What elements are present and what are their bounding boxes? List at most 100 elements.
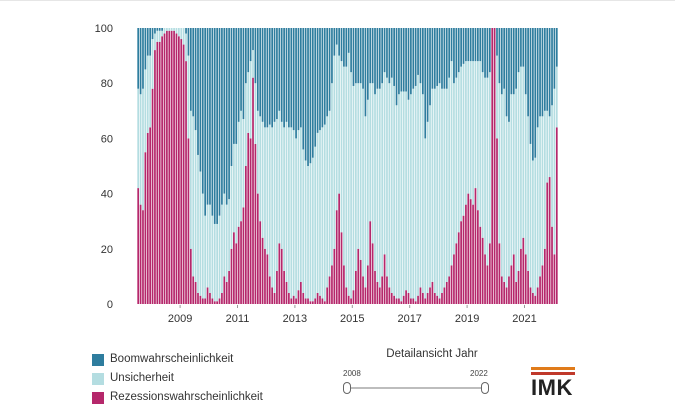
bar-uncertainty-2011-10[interactable] <box>244 83 247 166</box>
bar-uncertainty-2008-4[interactable] <box>144 69 147 153</box>
bar-uncertainty-2010-11[interactable] <box>218 215 221 299</box>
bar-uncertainty-2018-10[interactable] <box>445 88 448 282</box>
bar-recession-2014-10[interactable] <box>331 265 333 304</box>
year-range-slider-track[interactable] <box>348 387 484 389</box>
bar-recession-2019-3[interactable] <box>457 232 460 304</box>
bar-boom-2016-3[interactable] <box>371 28 374 84</box>
bar-recession-2010-2[interactable] <box>197 292 199 304</box>
bar-recession-2008-1[interactable] <box>137 188 140 304</box>
bar-uncertainty-2022-8[interactable] <box>555 66 558 128</box>
bar-uncertainty-2018-7[interactable] <box>438 83 441 299</box>
bar-recession-2018-9[interactable] <box>443 287 446 304</box>
bar-recession-2018-3[interactable] <box>429 287 431 304</box>
bar-recession-2010-4[interactable] <box>201 298 204 304</box>
bar-boom-2013-7[interactable] <box>295 28 297 139</box>
bar-boom-2020-7[interactable] <box>496 28 498 56</box>
bar-recession-2010-10[interactable] <box>216 301 218 304</box>
bar-uncertainty-2022-7[interactable] <box>553 88 556 255</box>
bar-boom-2020-8[interactable] <box>498 28 501 84</box>
bar-recession-2008-8[interactable] <box>154 50 156 304</box>
bar-uncertainty-2021-2[interactable] <box>512 94 515 255</box>
bar-uncertainty-2013-9[interactable] <box>299 127 302 282</box>
bar-boom-2016-10[interactable] <box>388 28 391 84</box>
bar-boom-2013-6[interactable] <box>292 28 295 131</box>
bar-recession-2022-5[interactable] <box>548 177 551 304</box>
bar-uncertainty-2009-2[interactable] <box>168 28 171 31</box>
bar-uncertainty-2019-1[interactable] <box>453 83 455 255</box>
bar-boom-2012-3[interactable] <box>256 28 259 111</box>
bar-recession-2015-8[interactable] <box>355 270 357 304</box>
bar-boom-2020-3[interactable] <box>486 28 489 78</box>
bar-boom-2012-7[interactable] <box>266 28 269 128</box>
bar-boom-2015-1[interactable] <box>338 28 340 56</box>
bar-recession-2015-12[interactable] <box>364 287 367 304</box>
bar-uncertainty-2008-11[interactable] <box>161 30 163 37</box>
bar-recession-2020-10[interactable] <box>503 281 506 304</box>
bar-recession-2010-6[interactable] <box>206 287 209 304</box>
bar-boom-2010-2[interactable] <box>197 28 199 155</box>
bar-uncertainty-2012-10[interactable] <box>273 121 276 293</box>
bar-boom-2016-8[interactable] <box>383 28 386 73</box>
bar-recession-2010-8[interactable] <box>211 298 214 304</box>
bar-boom-2010-1[interactable] <box>194 28 197 131</box>
bar-recession-2022-7[interactable] <box>553 254 556 304</box>
bar-boom-2013-5[interactable] <box>290 28 293 128</box>
bar-recession-2022-6[interactable] <box>551 226 553 304</box>
bar-boom-2008-8[interactable] <box>154 28 156 34</box>
bar-boom-2010-8[interactable] <box>211 28 214 216</box>
bar-uncertainty-2009-10[interactable] <box>187 55 190 139</box>
bar-uncertainty-2011-11[interactable] <box>247 72 250 133</box>
bar-uncertainty-2020-2[interactable] <box>484 77 486 255</box>
bar-uncertainty-2011-1[interactable] <box>223 193 226 277</box>
bar-uncertainty-2015-7[interactable] <box>352 85 355 291</box>
bar-boom-2020-10[interactable] <box>503 28 506 89</box>
bar-boom-2014-11[interactable] <box>333 28 336 56</box>
bar-recession-2020-2[interactable] <box>484 254 486 304</box>
bar-uncertainty-2012-8[interactable] <box>268 124 271 277</box>
bar-boom-2008-11[interactable] <box>161 28 163 31</box>
bar-recession-2013-9[interactable] <box>299 281 302 304</box>
bar-recession-2013-12[interactable] <box>307 298 309 304</box>
bar-boom-2012-6[interactable] <box>264 28 266 128</box>
bar-uncertainty-2019-7[interactable] <box>467 61 470 194</box>
bar-boom-2010-4[interactable] <box>201 28 204 194</box>
bar-boom-2011-11[interactable] <box>247 28 250 73</box>
bar-boom-2008-1[interactable] <box>137 28 140 89</box>
bar-uncertainty-2019-4[interactable] <box>460 66 462 222</box>
bar-recession-2016-4[interactable] <box>374 270 376 304</box>
bar-boom-2011-7[interactable] <box>237 28 240 122</box>
bar-recession-2022-8[interactable] <box>555 127 558 304</box>
bar-boom-2011-1[interactable] <box>223 28 226 194</box>
bar-boom-2017-2[interactable] <box>398 28 400 95</box>
bar-recession-2010-7[interactable] <box>209 292 211 304</box>
bar-boom-2016-1[interactable] <box>366 28 369 100</box>
bar-boom-2016-4[interactable] <box>374 28 376 95</box>
bar-boom-2010-9[interactable] <box>213 28 216 224</box>
bar-boom-2008-5[interactable] <box>146 28 149 56</box>
bar-uncertainty-2013-7[interactable] <box>295 138 297 299</box>
bar-recession-2013-7[interactable] <box>295 298 297 304</box>
bar-recession-2008-4[interactable] <box>144 152 147 304</box>
bar-uncertainty-2014-6[interactable] <box>321 127 324 299</box>
bar-uncertainty-2020-11[interactable] <box>505 116 508 288</box>
bar-recession-2018-10[interactable] <box>445 281 448 304</box>
bar-boom-2022-7[interactable] <box>553 28 556 89</box>
bar-boom-2021-1[interactable] <box>510 28 513 95</box>
bar-boom-2015-7[interactable] <box>352 28 355 86</box>
bar-boom-2013-11[interactable] <box>304 28 307 161</box>
bar-uncertainty-2014-12[interactable] <box>335 44 338 211</box>
bar-uncertainty-2014-4[interactable] <box>316 132 319 293</box>
bar-boom-2012-2[interactable] <box>254 28 257 84</box>
bar-boom-2018-12[interactable] <box>450 28 453 62</box>
bar-recession-2020-3[interactable] <box>486 265 489 304</box>
bar-recession-2016-10[interactable] <box>388 287 391 304</box>
bar-uncertainty-2013-8[interactable] <box>297 130 300 291</box>
bar-uncertainty-2013-4[interactable] <box>288 127 290 293</box>
bar-uncertainty-2008-7[interactable] <box>151 39 154 89</box>
bar-uncertainty-2016-8[interactable] <box>383 72 386 255</box>
bar-boom-2008-10[interactable] <box>158 28 161 31</box>
bar-recession-2014-3[interactable] <box>314 298 317 304</box>
bar-recession-2019-8[interactable] <box>469 199 472 304</box>
bar-recession-2009-8[interactable] <box>182 44 185 305</box>
bar-uncertainty-2009-3[interactable] <box>170 28 173 31</box>
